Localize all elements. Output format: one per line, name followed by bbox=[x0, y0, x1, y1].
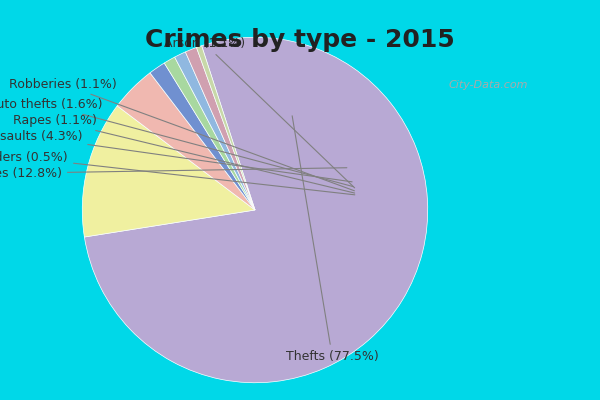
Wedge shape bbox=[164, 57, 255, 210]
Text: Crimes by type - 2015: Crimes by type - 2015 bbox=[145, 28, 455, 52]
Text: Burglaries (12.8%): Burglaries (12.8%) bbox=[0, 167, 347, 180]
Text: Rapes (1.1%): Rapes (1.1%) bbox=[13, 114, 355, 193]
Wedge shape bbox=[117, 73, 255, 210]
Wedge shape bbox=[196, 46, 255, 210]
Text: Murders (0.5%): Murders (0.5%) bbox=[0, 151, 355, 195]
Wedge shape bbox=[175, 52, 255, 210]
Text: Auto thefts (1.6%): Auto thefts (1.6%) bbox=[0, 98, 353, 187]
Wedge shape bbox=[85, 37, 428, 383]
Text: Thefts (77.5%): Thefts (77.5%) bbox=[286, 116, 379, 363]
Text: Arson (1.1%): Arson (1.1%) bbox=[164, 37, 355, 188]
Wedge shape bbox=[150, 63, 255, 210]
Text: City-Data.com: City-Data.com bbox=[449, 80, 528, 90]
Wedge shape bbox=[185, 48, 255, 210]
Text: Assaults (4.3%): Assaults (4.3%) bbox=[0, 130, 352, 182]
Wedge shape bbox=[82, 106, 255, 237]
Text: Robberies (1.1%): Robberies (1.1%) bbox=[9, 78, 355, 191]
